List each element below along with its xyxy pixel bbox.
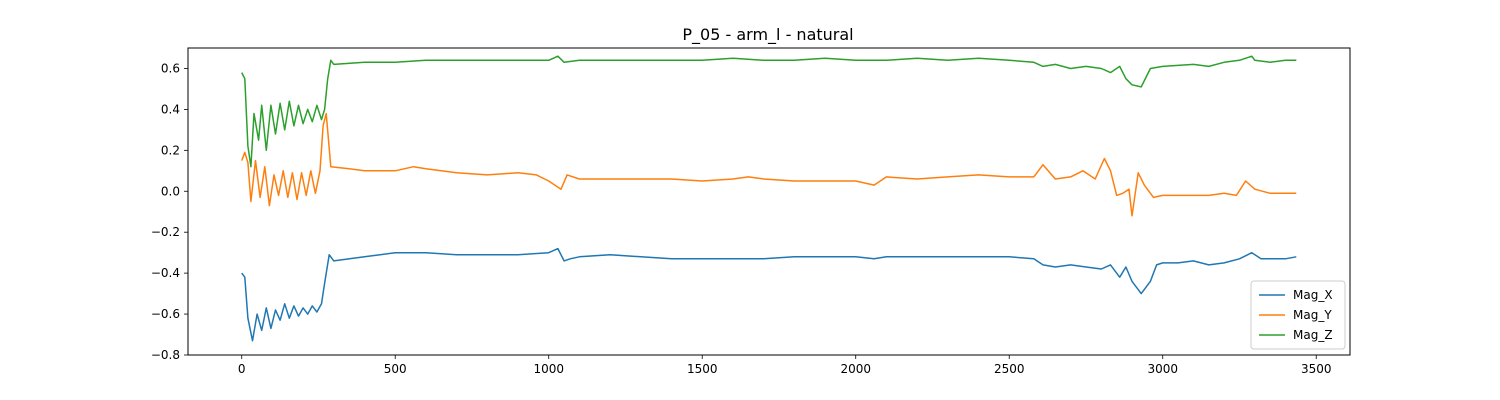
y-axis: −0.8 −0.6 −0.4 −0.2 0.0 0.2 0.4 0.6 xyxy=(151,61,188,362)
y-tick-label: −0.8 xyxy=(151,348,180,362)
x-tick-label: 2500 xyxy=(994,362,1025,376)
legend: Mag_X Mag_Y Mag_Z xyxy=(1250,280,1346,350)
x-tick-label: 1500 xyxy=(687,362,718,376)
y-tick-label: −0.6 xyxy=(151,307,180,321)
x-tick-label: 3000 xyxy=(1147,362,1178,376)
y-tick-label: −0.2 xyxy=(151,225,180,239)
legend-label: Mag_Y xyxy=(1293,308,1332,322)
series-line-mag-y xyxy=(240,112,1297,217)
x-tick-label: 0 xyxy=(238,362,246,376)
y-tick-label: 0.4 xyxy=(161,102,180,116)
y-tick-label: 0.6 xyxy=(161,61,180,75)
y-tick-label: 0.2 xyxy=(161,143,180,157)
y-tick-label: 0.0 xyxy=(161,184,180,198)
x-tick-label: 500 xyxy=(384,362,407,376)
legend-label: Mag_Z xyxy=(1293,328,1333,342)
legend-box xyxy=(1250,280,1346,350)
chart-title: P_05 - arm_l - natural xyxy=(682,25,853,45)
y-tick-label: −0.4 xyxy=(151,266,180,280)
legend-label: Mag_X xyxy=(1293,288,1333,302)
x-tick-label: 1000 xyxy=(533,362,564,376)
series-line-mag-z xyxy=(241,55,1297,168)
x-axis: 0 500 1000 1500 2000 2500 3000 3500 xyxy=(238,355,1332,376)
x-tick-label: 3500 xyxy=(1301,362,1332,376)
series-layer xyxy=(240,55,1297,342)
x-tick-label: 2000 xyxy=(840,362,871,376)
plot-frame xyxy=(187,47,1351,356)
series-line-mag-x xyxy=(241,247,1297,342)
